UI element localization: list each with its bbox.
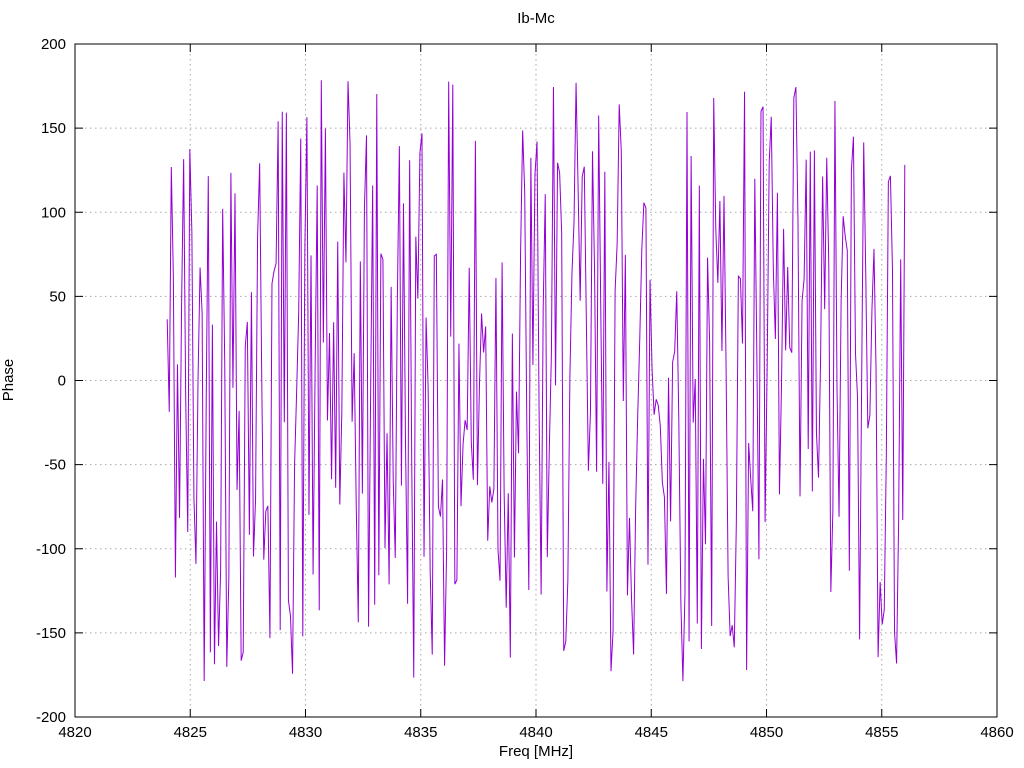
y-tick-label: -150: [36, 625, 66, 642]
x-tick-label: 4850: [750, 724, 783, 741]
tick-labels: 4820 4825 4830 4835 4840 4845 4850 4855 4860 -200…: [36, 36, 1014, 741]
y-axis-label: Phase: [0, 359, 17, 402]
y-tick-label: -200: [36, 709, 66, 726]
y-tick-label: 0: [58, 373, 66, 390]
phase-trace: [166, 80, 906, 682]
plot-border: [74, 43, 998, 718]
x-tick-label: 4830: [289, 724, 322, 741]
x-axis-label: Freq [MHz]: [499, 743, 573, 760]
y-tick-label: 50: [49, 288, 66, 305]
y-tick-label: 100: [41, 204, 66, 221]
gridlines: [75, 44, 997, 717]
y-tick-label: -100: [36, 541, 66, 558]
x-tick-label: 4840: [519, 724, 552, 741]
x-tick-label: 4845: [635, 724, 668, 741]
data-series: [166, 80, 906, 682]
x-tick-label: 4855: [865, 724, 898, 741]
x-tick-label: 4820: [58, 724, 91, 741]
x-tick-label: 4835: [404, 724, 437, 741]
x-tick-label: 4860: [980, 724, 1013, 741]
y-tick-label: -50: [44, 457, 66, 474]
chart-title: Ib-Mc: [517, 10, 555, 27]
y-tick-label: 150: [41, 120, 66, 137]
y-tick-label: 200: [41, 36, 66, 53]
axes: [74, 43, 998, 718]
x-tick-label: 4825: [174, 724, 207, 741]
